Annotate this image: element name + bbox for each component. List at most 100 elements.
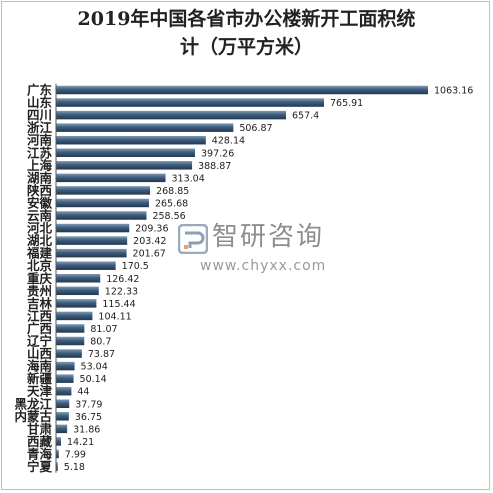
value-label-29: 7.99 [65,449,86,460]
bar-10 [56,211,147,220]
brand-logo-icon [178,224,208,254]
value-label-7: 313.04 [172,173,205,184]
category-label-16: 贵州 [27,283,52,298]
category-label-26: 内蒙古 [14,409,52,424]
bar-19 [56,324,85,333]
value-label-10: 258.56 [152,211,185,222]
value-label-28: 14.21 [67,437,94,448]
value-label-8: 268.85 [156,186,189,197]
value-label-14: 170.5 [122,261,149,272]
value-label-5: 397.26 [201,148,234,159]
bar-8 [56,186,151,195]
category-label-7: 湖南 [27,170,53,185]
chart-title-line-2: 计（万平方米） [179,36,313,58]
category-label-1: 山东 [27,95,53,110]
category-label-15: 重庆 [27,271,53,286]
category-label-10: 云南 [27,208,53,223]
bar-23 [56,374,74,383]
value-label-0: 1063.16 [434,86,473,97]
value-label-24: 44 [77,387,89,398]
value-label-1: 765.91 [330,98,363,109]
value-label-22: 53.04 [81,362,108,373]
bar-22 [56,361,75,371]
bars-group [56,85,428,471]
value-label-9: 265.68 [155,198,188,209]
bar-17 [56,299,97,308]
value-label-30: 5.18 [64,462,85,473]
bar-5 [56,148,195,157]
category-label-12: 湖北 [27,233,53,248]
value-label-16: 122.33 [105,286,138,297]
bar-11 [56,223,130,233]
value-label-23: 50.14 [80,374,107,385]
bar-12 [56,236,128,245]
value-label-18: 104.11 [98,311,131,322]
category-label-30: 宁夏 [27,459,53,474]
bar-26 [56,412,69,421]
bar-7 [56,173,166,183]
bar-20 [56,336,85,346]
category-label-8: 陕西 [27,183,52,198]
bar-29 [56,449,59,459]
category-label-5: 江苏 [27,145,53,160]
category-label-28: 西藏 [27,434,53,449]
category-label-20: 辽宁 [27,334,52,349]
category-label-14: 北京 [27,258,53,273]
category-labels-group: 广东山东四川浙江河南江苏上海湖南陕西安徽云南河北湖北福建北京重庆贵州吉林江西广西… [14,83,52,475]
bar-27 [56,424,68,434]
value-label-15: 126.42 [106,274,139,285]
category-label-3: 浙江 [27,120,53,135]
value-label-27: 31.86 [73,424,100,435]
bar-30 [56,462,58,471]
bar-25 [56,399,70,408]
value-label-20: 80.7 [90,337,111,348]
category-label-24: 天津 [27,384,53,399]
chart-title: 2019年中国各省市办公楼新开工面积统 计（万平方米） [0,5,493,61]
category-label-11: 河北 [27,221,53,236]
bar-1 [56,98,324,107]
category-label-25: 黑龙江 [14,396,52,411]
category-label-19: 广西 [27,321,52,336]
value-label-3: 506.87 [239,123,272,134]
value-label-26: 36.75 [75,412,102,423]
category-label-18: 江西 [27,308,52,323]
bar-28 [56,437,61,446]
category-label-13: 福建 [26,246,53,261]
value-label-11: 209.36 [135,224,168,235]
value-label-4: 428.14 [212,136,245,147]
category-label-6: 上海 [27,158,53,173]
bar-0 [56,85,428,95]
value-label-25: 37.79 [75,399,102,410]
category-label-21: 山西 [27,346,52,361]
category-label-4: 河南 [27,133,53,148]
bar-3 [56,123,234,132]
bar-14 [56,261,116,270]
watermark-url: www.chyxx.com [200,258,327,274]
category-label-17: 吉林 [27,296,53,311]
bar-21 [56,349,82,358]
bar-6 [56,161,193,170]
bar-15 [56,274,101,283]
bar-9 [56,198,149,208]
category-label-9: 安徽 [27,195,53,210]
value-label-6: 388.87 [198,161,231,172]
bar-2 [56,110,287,120]
value-label-17: 115.44 [102,299,135,310]
category-label-22: 海南 [27,359,53,374]
category-label-23: 新疆 [27,371,53,386]
category-label-2: 四川 [27,108,52,123]
bar-13 [56,248,127,258]
bar-4 [56,135,206,145]
value-label-13: 201.67 [133,249,166,260]
value-label-12: 203.42 [133,236,166,247]
value-label-2: 657.4 [292,111,319,122]
value-label-19: 81.07 [90,324,117,335]
category-label-29: 青海 [27,446,53,461]
bar-16 [56,286,99,296]
bar-18 [56,311,93,321]
chart-title-line-1: 2019年中国各省市办公楼新开工面积统 [77,8,416,30]
bar-24 [56,386,72,396]
